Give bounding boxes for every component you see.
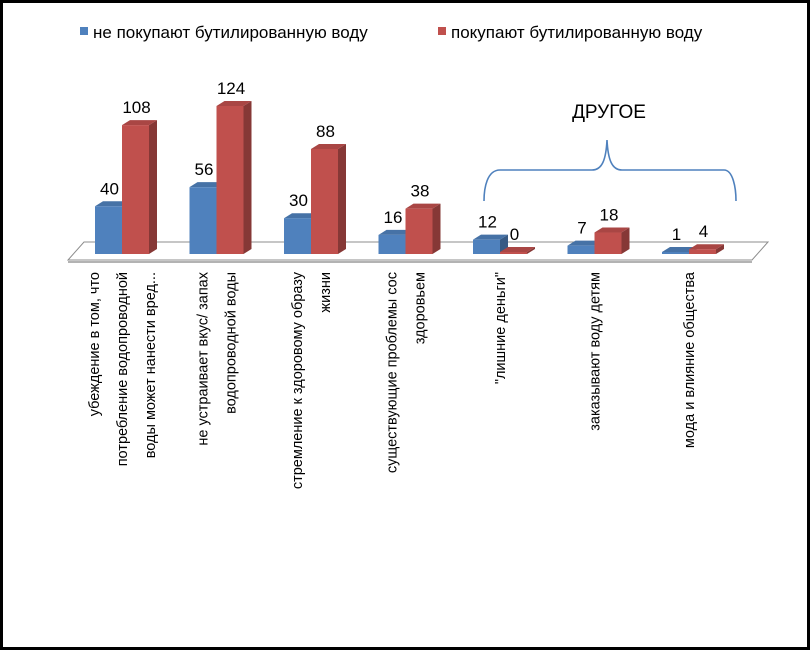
category-label-0: убеждение в том, что потребление водопров… <box>87 272 159 466</box>
bar-1-1 <box>216 101 252 254</box>
data-label-0-5: 7 <box>577 219 586 238</box>
bar-1-4 <box>500 247 535 254</box>
data-label-0-4: 12 <box>478 213 497 232</box>
bar-1-3 <box>405 203 441 254</box>
category-label-3: существующие проблемы сос здоровьем <box>385 272 429 473</box>
data-label-0-6: 1 <box>672 225 681 244</box>
annotation: ДРУГОЕ <box>483 102 737 202</box>
data-label-0-0: 40 <box>100 179 119 198</box>
legend: не покупают бутилированную воду покупают … <box>80 23 703 42</box>
annotation-bracket <box>483 139 737 202</box>
legend-label-1: покупают бутилированную воду <box>451 23 703 42</box>
data-label-1-0: 108 <box>122 98 150 117</box>
legend-swatch-0 <box>80 27 88 35</box>
category-label-4: "лишние деньги" <box>493 272 509 384</box>
bar-1-6 <box>689 244 724 254</box>
category-label-1: не устраивает вкус/ запах водопроводной в… <box>196 271 240 445</box>
data-label-1-5: 18 <box>600 206 619 225</box>
bars <box>95 101 724 254</box>
data-label-1-6: 4 <box>699 222 708 241</box>
bar-1-0 <box>122 120 157 254</box>
legend-label-0: не покупают бутилированную воду <box>93 23 368 42</box>
category-label-2: стремление к здоровому образу жизни <box>290 271 334 489</box>
data-label-1-2: 88 <box>316 122 335 141</box>
annotation-label: ДРУГОЕ <box>572 102 646 123</box>
data-label-0-2: 30 <box>289 191 308 210</box>
data-label-1-4: 0 <box>510 225 519 244</box>
legend-swatch-1 <box>438 27 446 35</box>
data-label-1-1: 124 <box>217 79 245 98</box>
data-label-0-1: 56 <box>195 160 214 179</box>
data-label-0-3: 16 <box>384 208 403 227</box>
category-label-6: мода и влияние общества <box>682 271 698 448</box>
data-labels: 40 56 30 16 12 7 1 108 124 88 38 0 18 4 <box>100 79 708 244</box>
bar-1-2 <box>311 143 346 254</box>
category-labels: убеждение в том, что потребление водопров… <box>87 271 698 489</box>
bar-1-5 <box>594 227 630 254</box>
category-label-5: заказывают воду детям <box>588 272 604 431</box>
data-label-1-3: 38 <box>411 182 430 201</box>
